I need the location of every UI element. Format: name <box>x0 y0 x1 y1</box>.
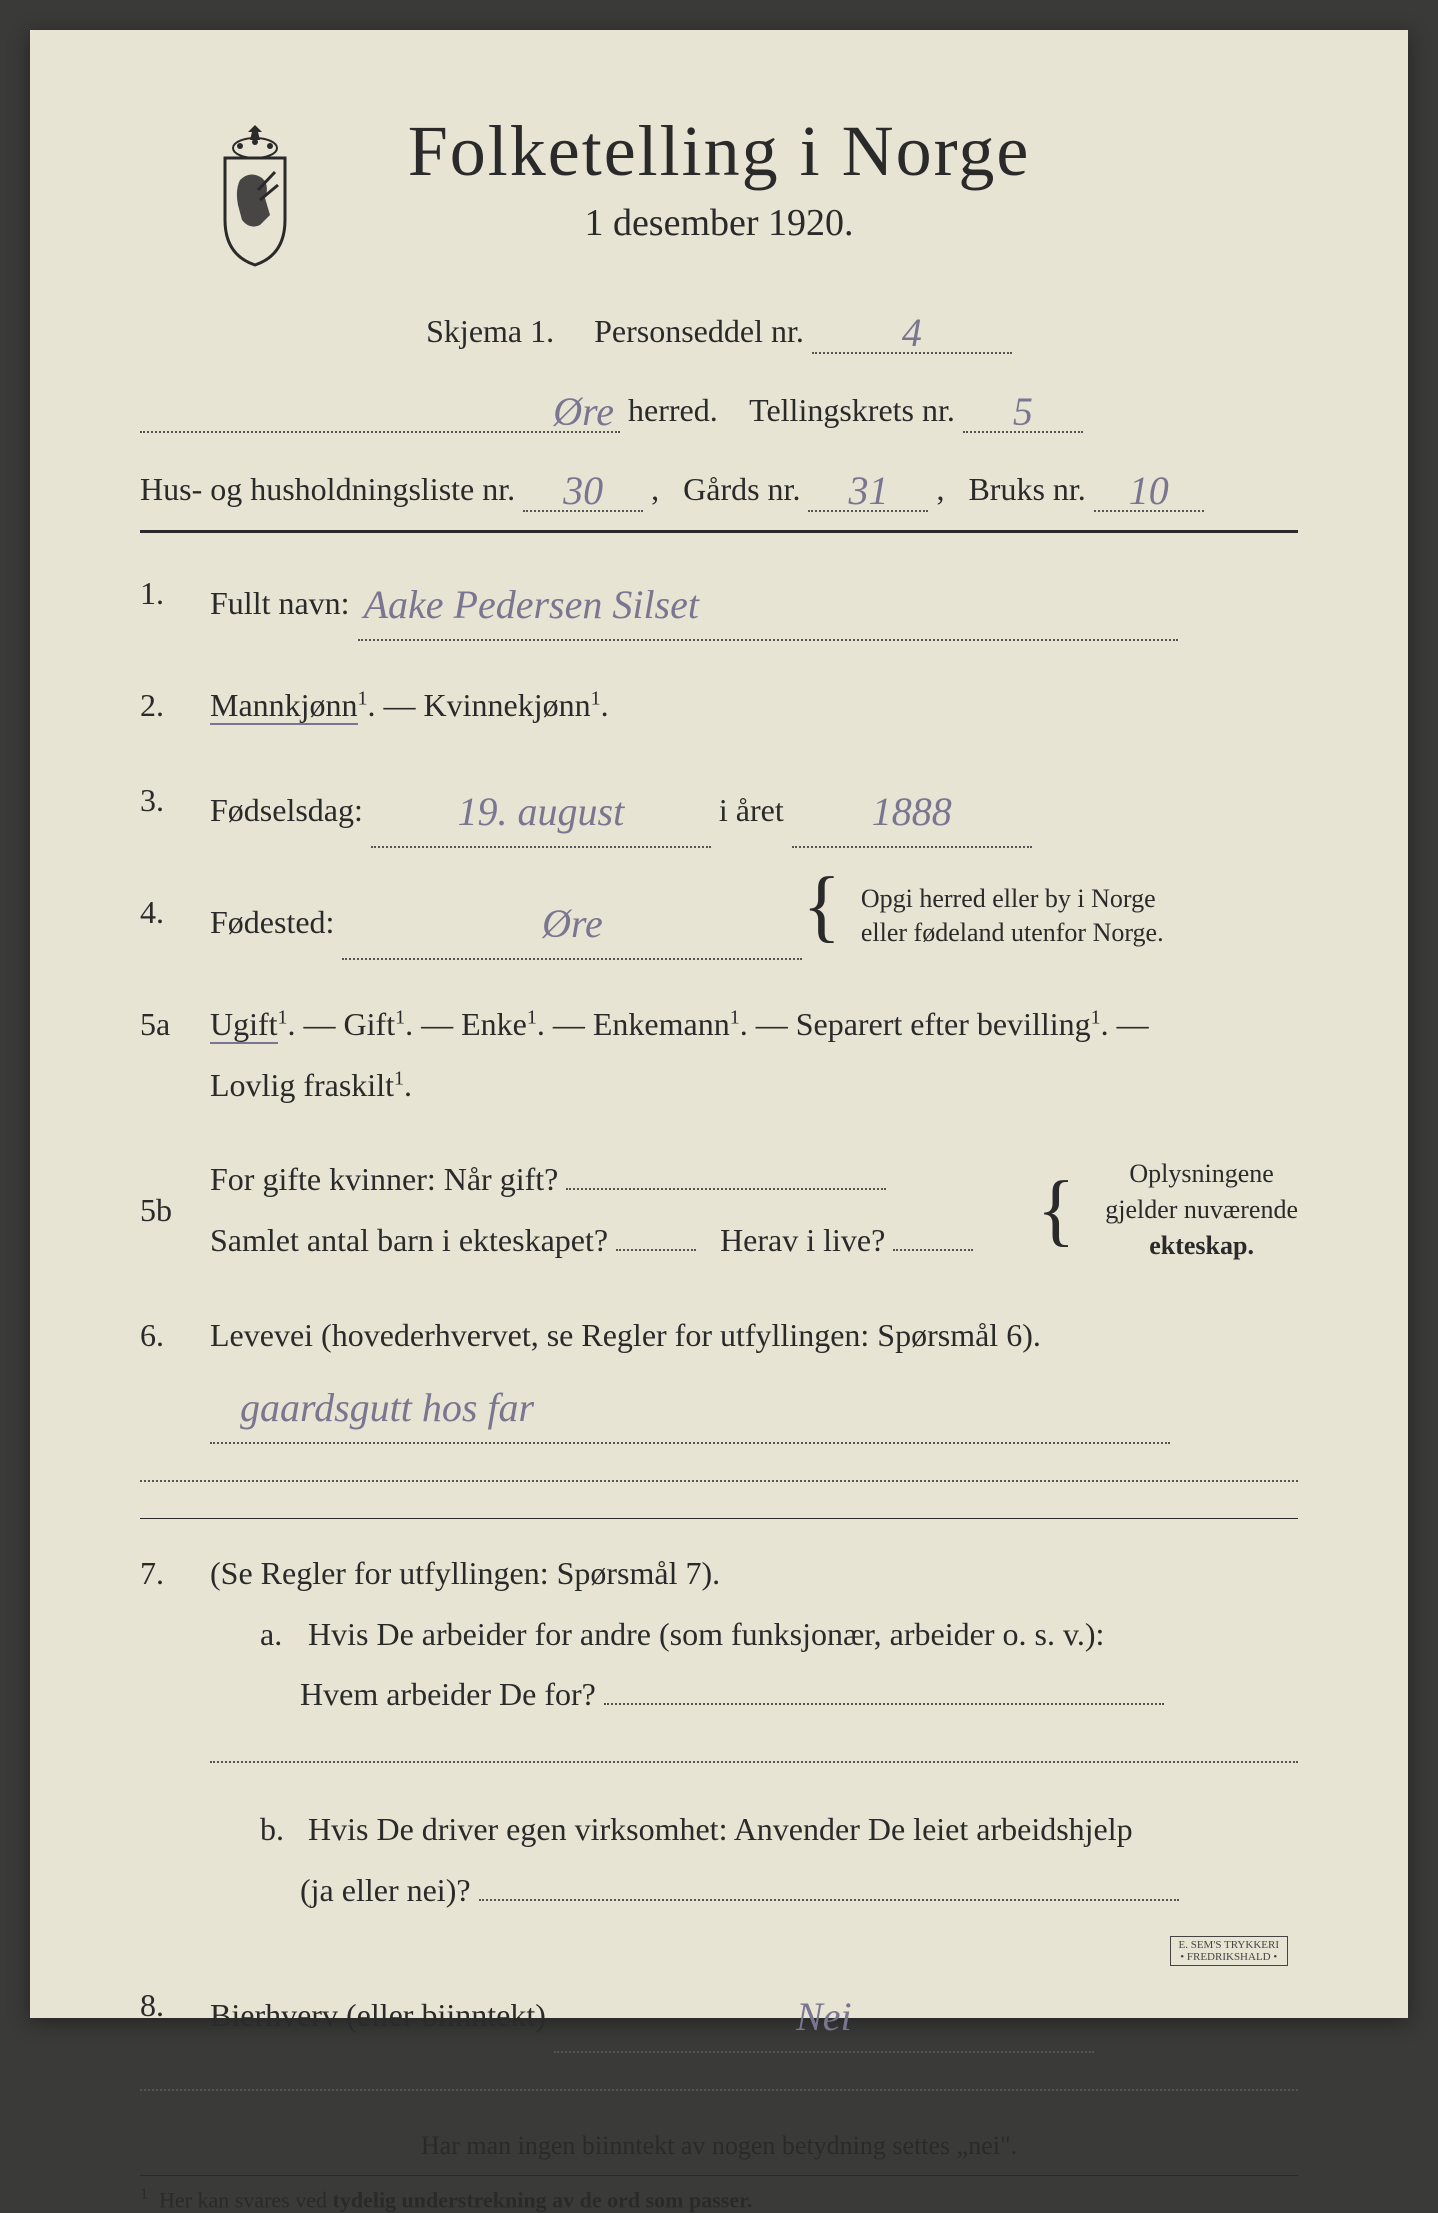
q8-value: Nei <box>796 1994 852 2039</box>
q2: 2. Mannkjønn1. — Kvinnekjønn1. <box>140 675 1298 736</box>
brace-icon: { <box>1037 1186 1075 1234</box>
q5b-label1: For gifte kvinner: Når gift? <box>210 1161 558 1197</box>
skjema-line: Skjema 1. Personseddel nr. 4 <box>140 305 1298 354</box>
q7b-text1: Hvis De driver egen virksomhet: Anvender… <box>308 1811 1133 1847</box>
brace-icon: { <box>802 882 840 930</box>
q7a-label: a. <box>260 1604 300 1665</box>
q3-label: Fødselsdag: <box>210 792 363 828</box>
printer-line2: • FREDRIKSHALD • <box>1180 1951 1277 1963</box>
q1-value: Aake Pedersen Silset <box>364 582 699 627</box>
q3-mid: i året <box>719 792 784 828</box>
gards-nr: 31 <box>848 468 888 513</box>
personseddel-nr: 4 <box>902 310 922 355</box>
q6-label: Levevei (hovederhvervet, se Regler for u… <box>210 1317 1041 1353</box>
q7a: a. Hvis De arbeider for andre (som funks… <box>260 1604 1298 1726</box>
q4-note2: eller fødeland utenfor Norge. <box>861 918 1164 947</box>
footnote-num: 1 <box>140 2186 148 2203</box>
personseddel-label: Personseddel nr. <box>594 313 804 349</box>
q5b-note: Oplysningene gjelder nuværende ekteskap. <box>1105 1156 1298 1265</box>
form-title: Folketelling i Norge <box>140 110 1298 193</box>
q4-num: 4. <box>140 882 210 960</box>
gards-label: Gårds nr. <box>683 471 800 507</box>
coat-of-arms-icon <box>200 120 310 270</box>
q2-num: 2. <box>140 675 210 736</box>
q3-num: 3. <box>140 770 210 848</box>
blank-line <box>140 1480 1298 1482</box>
q5b: 5b For gifte kvinner: Når gift? Samlet a… <box>140 1149 1298 1271</box>
q1-num: 1. <box>140 563 210 641</box>
divider <box>140 530 1298 533</box>
q5b-note2: gjelder nuværende <box>1105 1195 1298 1224</box>
q4-value: Øre <box>542 901 603 946</box>
q7a-text2: Hvem arbeider De for? <box>300 1676 596 1712</box>
bruks-nr: 10 <box>1129 468 1169 513</box>
q4-label: Fødested: <box>210 904 334 940</box>
q8-num: 8. <box>140 1975 210 2053</box>
hus-label: Hus- og husholdningsliste nr. <box>140 471 515 507</box>
krets-label: Tellingskrets nr. <box>749 392 955 428</box>
printer-stamp: E. SEM'S TRYKKERI • FREDRIKSHALD • <box>1170 1936 1289 1966</box>
bruks-label: Bruks nr. <box>968 471 1085 507</box>
q8-label: Bierhverv (eller biinntekt) <box>210 1997 546 2033</box>
q5a-num: 5a <box>140 994 210 1116</box>
q4-note1: Opgi herred eller by i Norge <box>861 884 1156 913</box>
q5b-num: 5b <box>140 1180 210 1241</box>
q7b-text2: (ja eller nei)? <box>300 1872 471 1908</box>
q7a-text1: Hvis De arbeider for andre (som funksjon… <box>308 1616 1104 1652</box>
q7b-label: b. <box>260 1799 300 1860</box>
herred-label: herred. <box>628 392 718 428</box>
q7-num: 7. <box>140 1543 210 1941</box>
census-form-page: Folketelling i Norge 1 desember 1920. Sk… <box>30 30 1408 2018</box>
divider <box>140 1518 1298 1519</box>
q8: 8. Bierhverv (eller biinntekt) Nei <box>140 1975 1298 2053</box>
krets-nr: 5 <box>1013 389 1033 434</box>
printer-line1: E. SEM'S TRYKKERI <box>1179 1939 1280 1951</box>
footnote: 1 Her kan svares ved tydelig understrekn… <box>140 2175 1298 2213</box>
footer-note: Har man ingen biinntekt av nogen betydni… <box>140 2131 1298 2161</box>
blank-line <box>210 1761 1298 1763</box>
q5b-label2: Samlet antal barn i ekteskapet? <box>210 1222 608 1258</box>
q7-label: (Se Regler for utfyllingen: Spørsmål 7). <box>210 1555 720 1591</box>
q1-label: Fullt navn: <box>210 585 350 621</box>
herred-line: Øre herred. Tellingskrets nr. 5 <box>140 384 1298 433</box>
q7b: b. Hvis De driver egen virksomhet: Anven… <box>260 1799 1298 1921</box>
q4-note: Opgi herred eller by i Norge eller fødel… <box>861 882 1164 950</box>
q3: 3. Fødselsdag: 19. august i året 1888 <box>140 770 1298 848</box>
blank-line <box>140 2089 1298 2091</box>
q5b-label3: Herav i live? <box>720 1222 885 1258</box>
hus-nr: 30 <box>563 468 603 513</box>
form-header: Folketelling i Norge 1 desember 1920. <box>140 110 1298 245</box>
q5a: 5a Ugift1. — Gift1. — Enke1. — Enkemann1… <box>140 994 1298 1116</box>
q4: 4. Fødested: Øre { Opgi herred eller by … <box>140 882 1298 960</box>
q3-day: 19. august <box>458 789 625 834</box>
skjema-label: Skjema 1. <box>426 313 554 349</box>
q7: 7. (Se Regler for utfyllingen: Spørsmål … <box>140 1543 1298 1941</box>
q5b-note3: ekteskap. <box>1149 1231 1254 1260</box>
q6-value: gaardsgutt hos far <box>240 1385 534 1430</box>
q6-num: 6. <box>140 1305 210 1444</box>
q1: 1. Fullt navn: Aake Pedersen Silset <box>140 563 1298 641</box>
herred-value: Øre <box>553 389 614 434</box>
q3-year: 1888 <box>872 789 952 834</box>
form-subtitle: 1 desember 1920. <box>140 201 1298 245</box>
q6: 6. Levevei (hovederhvervet, se Regler fo… <box>140 1305 1298 1444</box>
q5b-note1: Oplysningene <box>1129 1159 1273 1188</box>
hus-line: Hus- og husholdningsliste nr. 30 , Gårds… <box>140 463 1298 512</box>
